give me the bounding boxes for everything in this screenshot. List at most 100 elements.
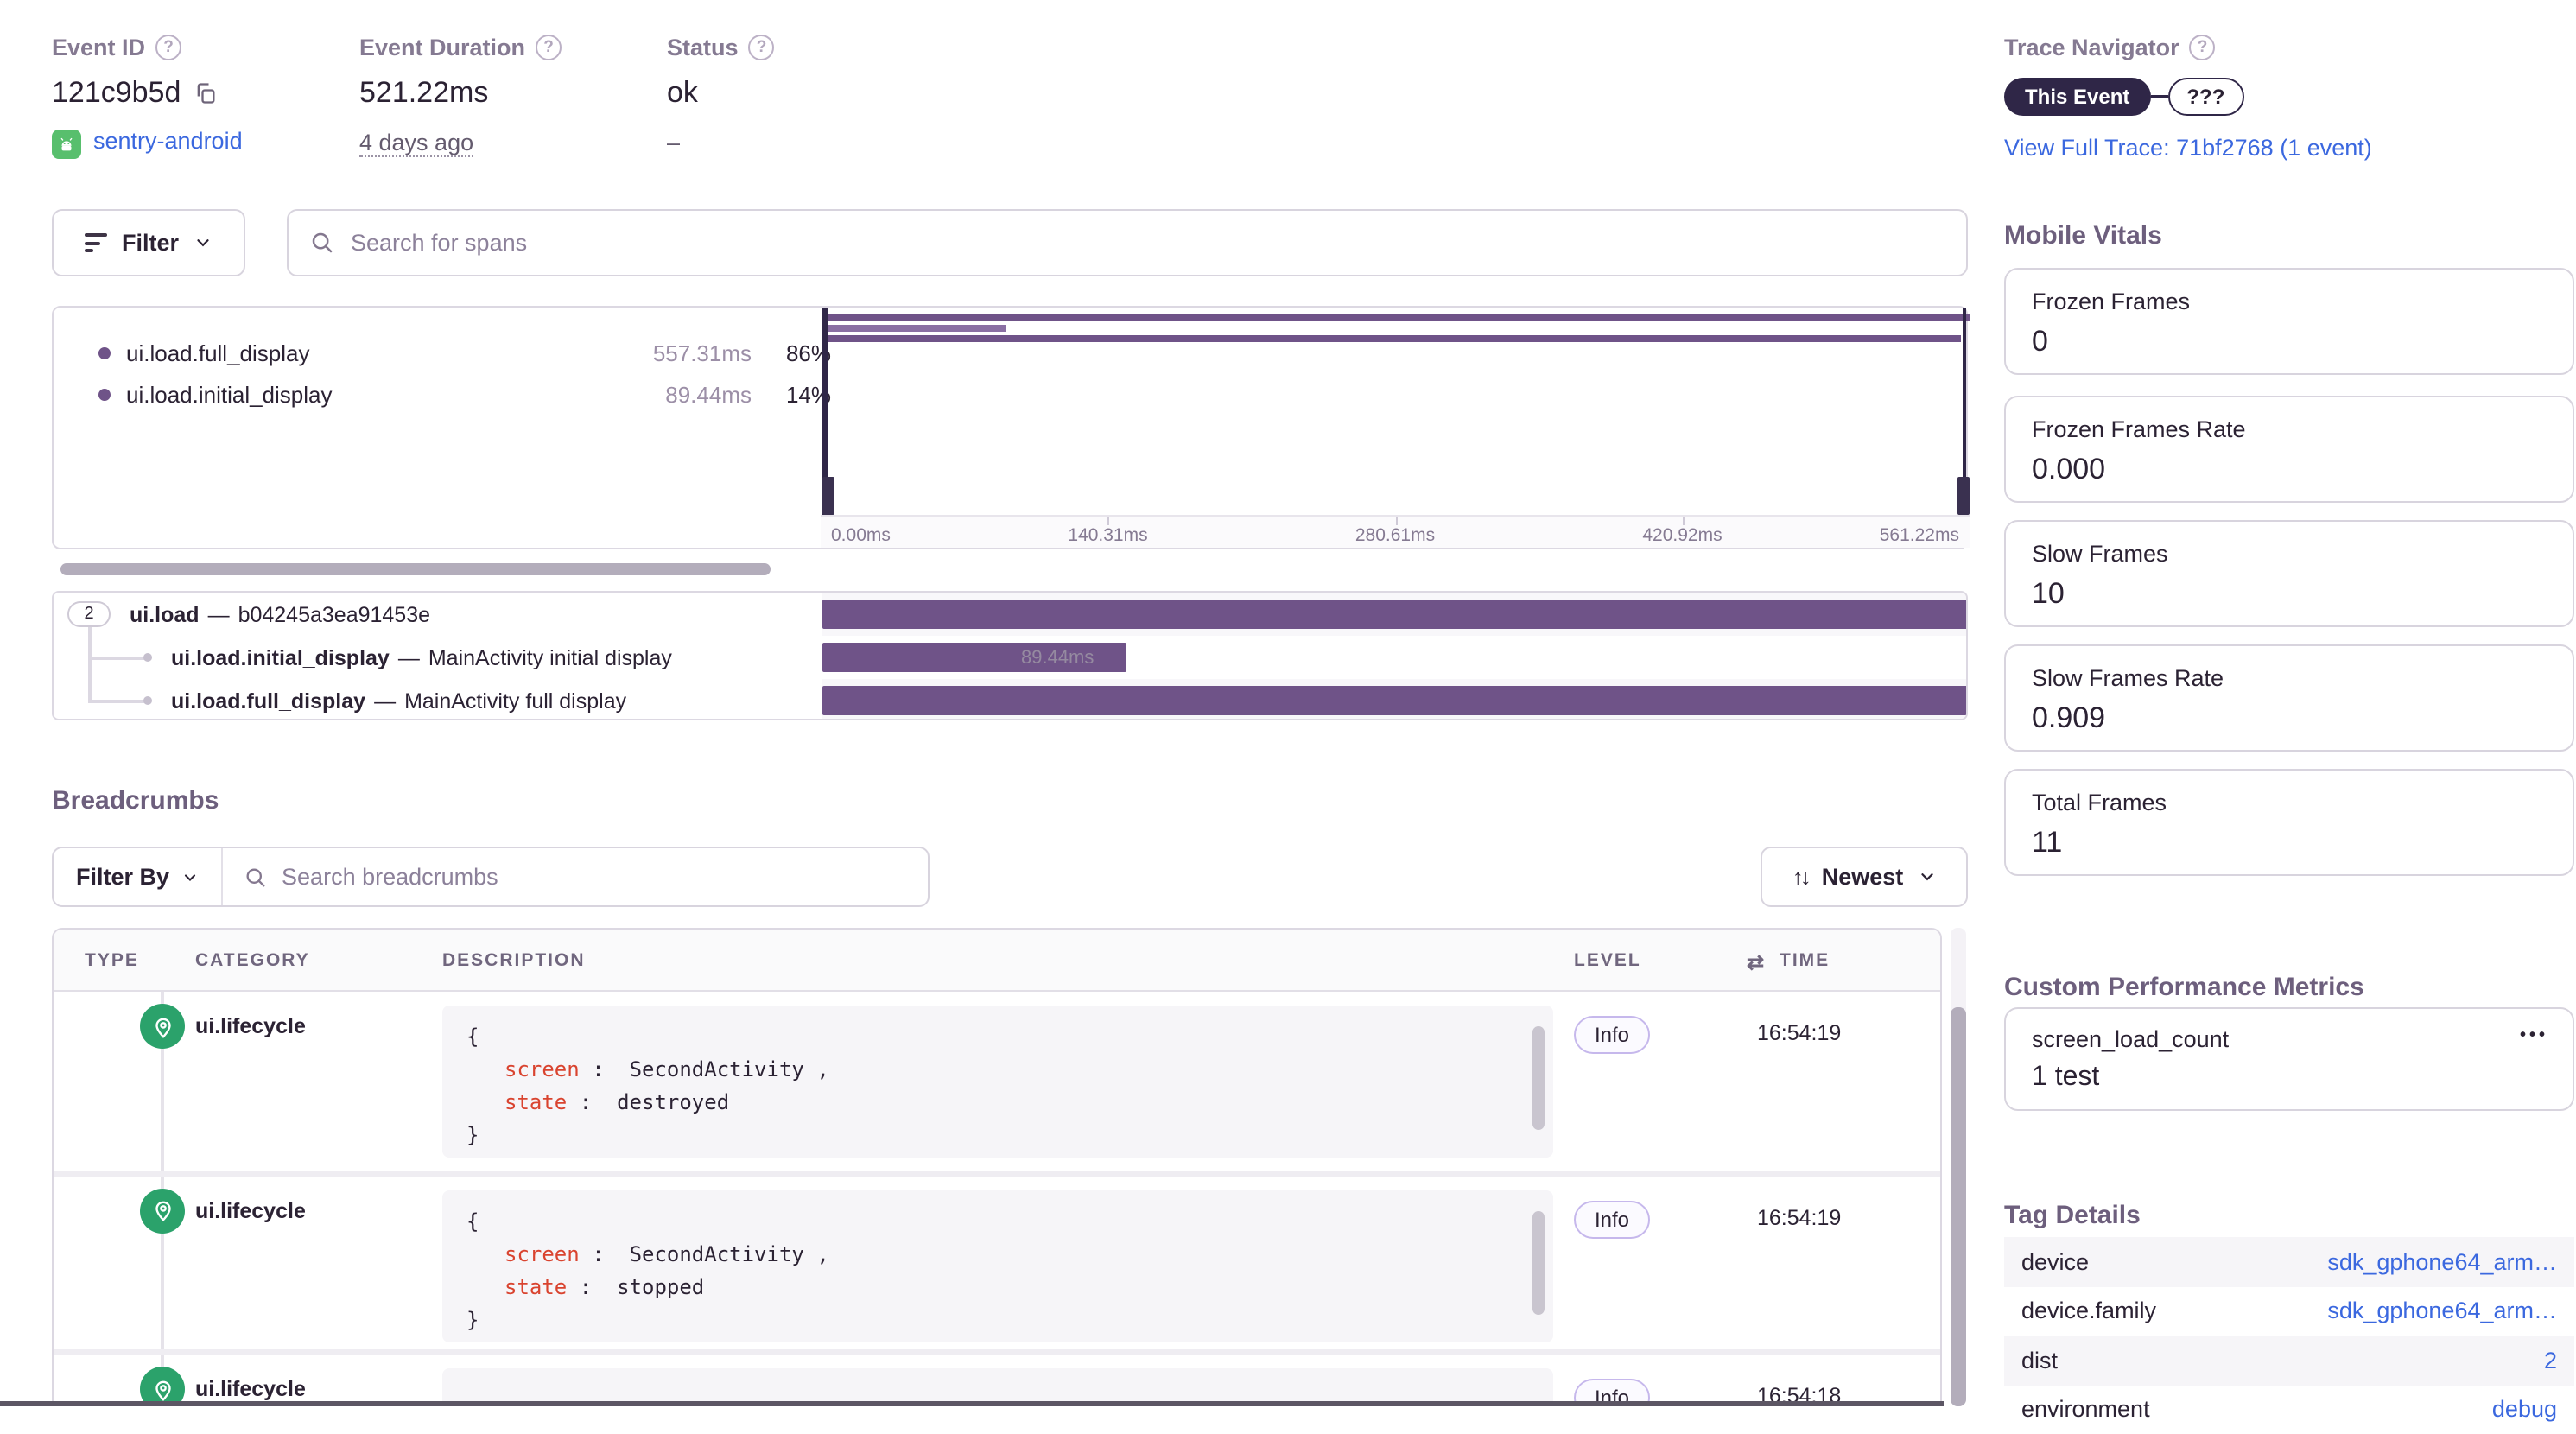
tag-key: device bbox=[2021, 1248, 2090, 1275]
swap-sort-icon[interactable]: ⇄ bbox=[1747, 950, 1765, 974]
tag-key: dist bbox=[2021, 1347, 2059, 1374]
help-icon[interactable]: ? bbox=[2189, 35, 2216, 60]
page-horizontal-scrollbar[interactable] bbox=[0, 1401, 1944, 1406]
span-description: MainActivity initial display bbox=[428, 645, 672, 669]
breadcrumb-code-block[interactable]: { bbox=[442, 1368, 1553, 1405]
span-filter-label: Filter bbox=[121, 230, 179, 256]
span-search-input[interactable] bbox=[351, 230, 1945, 256]
span-bar[interactable]: 561.22ms bbox=[822, 600, 1966, 629]
mobile-vitals-title: Mobile Vitals bbox=[2004, 221, 2162, 251]
code-key: screen bbox=[504, 1057, 580, 1082]
span-separator: — bbox=[374, 688, 397, 713]
this-event-pill[interactable]: This Event bbox=[2004, 78, 2151, 116]
event-age[interactable]: 4 days ago bbox=[359, 130, 474, 157]
breadcrumbs-scrollbar-track[interactable] bbox=[1951, 928, 1966, 1406]
tag-value-link[interactable]: sdk_gphone64_arm… bbox=[2327, 1248, 2557, 1275]
breadcrumb-category: ui.lifecycle bbox=[195, 1377, 306, 1401]
vital-label: Total Frames bbox=[2032, 790, 2167, 815]
span-search bbox=[287, 209, 1968, 276]
sort-label: Newest bbox=[1821, 864, 1904, 890]
minimap-right-handle[interactable] bbox=[1962, 308, 1966, 518]
tag-details-table: device sdk_gphone64_arm… device.family s… bbox=[2004, 1237, 2574, 1434]
span-row-full-display[interactable]: ui.load.full_display — MainActivity full… bbox=[54, 679, 1966, 719]
tree-connector-dot bbox=[143, 653, 152, 662]
col-category: CATEGORY bbox=[195, 950, 310, 971]
view-full-trace-link[interactable]: View Full Trace: 71bf2768 (1 event) bbox=[2004, 135, 2372, 161]
vital-value: 11 bbox=[2032, 826, 2063, 859]
chevron-down-icon bbox=[1920, 873, 1932, 881]
code-scrollbar[interactable] bbox=[1532, 1210, 1545, 1314]
span-separator: — bbox=[397, 645, 420, 669]
breadcrumbs-filter-by-button[interactable]: Filter By bbox=[54, 848, 224, 905]
sort-arrows-icon: ↑↓ bbox=[1792, 864, 1811, 890]
minimap-right-grip[interactable] bbox=[1957, 477, 1970, 515]
sidebar: Mobile Vitals Frozen Frames 0 Frozen Fra… bbox=[2004, 221, 2574, 1423]
breadcrumbs-scrollbar-thumb[interactable] bbox=[1951, 1007, 1966, 1406]
axis-tick-label: 140.31ms bbox=[1068, 525, 1148, 546]
axis-tick-label: 420.92ms bbox=[1642, 525, 1723, 546]
span-row-ui-load[interactable]: 2 ui.load — b04245a3ea91453e 561.22ms bbox=[54, 593, 1966, 636]
vital-value: 0.000 bbox=[2032, 453, 2106, 485]
span-bar[interactable]: 557.31ms bbox=[822, 686, 1966, 715]
tree-connector bbox=[88, 656, 147, 659]
code-scrollbar[interactable] bbox=[1532, 1026, 1545, 1130]
chevron-down-icon bbox=[196, 239, 208, 247]
help-icon[interactable]: ? bbox=[155, 35, 182, 60]
minimap-bar-full-display bbox=[822, 335, 1962, 342]
minimap-left-handle[interactable] bbox=[822, 308, 827, 518]
breadcrumb-row[interactable]: ui.lifecycle { Info 16:54:18 bbox=[54, 1349, 1940, 1405]
code-key: state bbox=[504, 1090, 568, 1114]
level-badge: Info bbox=[1574, 1016, 1651, 1054]
more-options-icon[interactable]: ••• bbox=[2519, 1026, 2548, 1045]
tag-value-link[interactable]: 2 bbox=[2543, 1347, 2557, 1374]
span-minimap[interactable] bbox=[822, 308, 1970, 518]
breadcrumb-code-block[interactable]: { screen : SecondActivity , state : stop… bbox=[442, 1190, 1553, 1342]
span-overview-panel: ui.load.full_display 557.31ms 86% ui.loa… bbox=[52, 306, 1970, 549]
breadcrumbs-search-input[interactable] bbox=[282, 864, 907, 890]
vital-value: 0.909 bbox=[2032, 701, 2106, 734]
search-icon bbox=[312, 232, 333, 253]
project-link[interactable]: sentry-android bbox=[93, 128, 243, 154]
pill-connector-line bbox=[2150, 95, 2168, 98]
span-children-badge[interactable]: 2 bbox=[67, 601, 111, 627]
copy-icon[interactable] bbox=[193, 81, 217, 105]
vital-label: Slow Frames bbox=[2032, 541, 2168, 567]
help-icon[interactable]: ? bbox=[536, 35, 562, 60]
help-icon[interactable]: ? bbox=[748, 35, 775, 60]
tag-row: environment debug bbox=[2004, 1385, 2574, 1434]
breadcrumb-code-block[interactable]: { screen : SecondActivity , state : dest… bbox=[442, 1006, 1553, 1158]
col-time[interactable]: TIME bbox=[1780, 950, 1830, 971]
span-bar[interactable] bbox=[822, 643, 1126, 672]
event-id-label: Event ID bbox=[52, 35, 146, 60]
breadcrumb-row[interactable]: ui.lifecycle { screen : SecondActivity ,… bbox=[54, 992, 1940, 1171]
legend-item[interactable]: ui.load.full_display 557.31ms 86% bbox=[98, 340, 831, 366]
next-event-pill[interactable]: ??? bbox=[2167, 78, 2244, 116]
tag-value-link[interactable]: debug bbox=[2491, 1396, 2557, 1423]
breadcrumbs-sort-button[interactable]: ↑↓ Newest bbox=[1761, 847, 1968, 907]
minimap-bar-initial-display bbox=[822, 325, 1006, 332]
minimap-left-grip[interactable] bbox=[822, 477, 834, 515]
android-platform-icon bbox=[52, 130, 81, 159]
vital-label: Frozen Frames Rate bbox=[2032, 416, 2246, 442]
legend-name: ui.load.full_display bbox=[126, 340, 310, 366]
project-row: sentry-android bbox=[52, 128, 243, 159]
status-sub: – bbox=[667, 130, 681, 155]
legend-item[interactable]: ui.load.initial_display 89.44ms 14% bbox=[98, 382, 831, 408]
breadcrumbs-table-body: ui.lifecycle { screen : SecondActivity ,… bbox=[54, 992, 1940, 1405]
tag-key: environment bbox=[2021, 1396, 2150, 1423]
span-tree-panel: 2 ui.load — b04245a3ea91453e 561.22ms ui… bbox=[52, 591, 1968, 720]
span-row-initial-display[interactable]: ui.load.initial_display — MainActivity i… bbox=[54, 636, 1966, 679]
breadcrumb-row[interactable]: ui.lifecycle { screen : SecondActivity ,… bbox=[54, 1171, 1940, 1349]
vital-label: Frozen Frames bbox=[2032, 289, 2191, 314]
event-id-label-row: Event ID ? bbox=[52, 35, 243, 60]
axis-tick-label: 561.22ms bbox=[1879, 525, 1959, 546]
tree-horizontal-scrollbar[interactable] bbox=[60, 563, 771, 575]
span-filter-button[interactable]: Filter bbox=[52, 209, 245, 276]
breadcrumbs-table-header: TYPE CATEGORY DESCRIPTION LEVEL ⇄ TIME bbox=[54, 930, 1940, 992]
trace-navigator: Trace Navigator ? This Event ??? View Fu… bbox=[2004, 35, 2574, 164]
legend-dot-icon bbox=[98, 389, 111, 401]
tree-connector-dot bbox=[143, 696, 152, 705]
col-level: LEVEL bbox=[1574, 950, 1641, 971]
code-key: screen bbox=[504, 1241, 580, 1266]
tag-value-link[interactable]: sdk_gphone64_arm… bbox=[2327, 1298, 2557, 1324]
